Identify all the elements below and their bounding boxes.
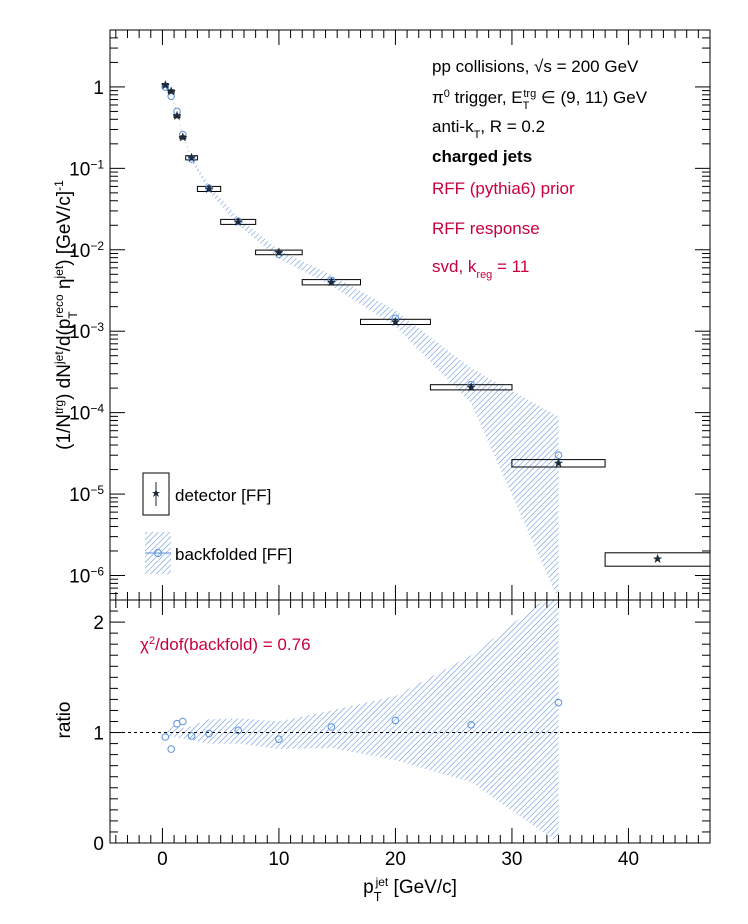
ratio-point-3 bbox=[179, 717, 187, 726]
chi2-annotation: χ2/dof(backfold) = 0.76 bbox=[140, 635, 311, 654]
y-tick-label-exp: −5 bbox=[90, 483, 104, 497]
ratio-uncertainty-band bbox=[165, 600, 559, 843]
legend-backfolded-label: backfolded [FF] bbox=[175, 545, 292, 564]
ratio-point-7 bbox=[275, 735, 283, 744]
ratio-points bbox=[161, 698, 563, 753]
detector-point-0 bbox=[160, 79, 171, 90]
detector-point-10 bbox=[466, 381, 477, 392]
y-tick-label-6: 10−6 bbox=[69, 564, 104, 587]
y-tick-label-1: 10−1 bbox=[69, 157, 104, 180]
spectrum-panel: 110−110−210−310−410−510−6 bbox=[69, 29, 711, 601]
detector-point-1 bbox=[166, 86, 177, 96]
ratio-point-6 bbox=[234, 726, 242, 735]
spectrum-axes: 110−110−210−310−410−510−6 bbox=[69, 29, 711, 601]
detector-point-2 bbox=[172, 110, 182, 121]
spectrum-frame bbox=[109, 29, 711, 601]
ratio-point-4 bbox=[187, 732, 196, 740]
x-axis-title: pTjet [GeV/c] bbox=[363, 875, 457, 904]
detector-point-7 bbox=[274, 247, 284, 257]
y-tick-label-base: 10 bbox=[69, 241, 90, 262]
y-tick-label-base: 10 bbox=[69, 485, 90, 506]
legend-backfolded-marker bbox=[154, 549, 162, 557]
ratio-point-1 bbox=[167, 745, 175, 753]
ratio-point-0 bbox=[161, 733, 170, 741]
ratio-band-area bbox=[165, 600, 559, 843]
ratio-point-8 bbox=[327, 723, 336, 731]
legend-detector-box bbox=[142, 472, 170, 516]
ratio-point-5 bbox=[205, 729, 213, 738]
y-tick-label-base: 10 bbox=[69, 322, 90, 343]
detector-point-5 bbox=[204, 183, 214, 194]
ratio-y-tick-label-1: 1 bbox=[93, 724, 104, 745]
annotation-algorithm: anti-kT, R = 0.2 bbox=[432, 117, 545, 141]
detector-point-6 bbox=[233, 216, 243, 227]
annotation-jet-type: charged jets bbox=[432, 147, 532, 166]
y-tick-label-exp: −4 bbox=[90, 402, 104, 416]
x-tick-label-2: 20 bbox=[385, 849, 406, 870]
ratio-point-9 bbox=[391, 716, 400, 725]
ratio-axis-title: ratio bbox=[54, 702, 75, 739]
y-tick-label-0: 1 bbox=[93, 78, 104, 99]
annotation-trigger: π0 trigger, ETtrg ∈ (9, 11) GeV bbox=[432, 88, 648, 112]
y-tick-label-base: 10 bbox=[69, 566, 90, 587]
ratio-point-10 bbox=[467, 721, 476, 729]
detector-point-4 bbox=[186, 152, 197, 162]
annotation-unfolding: svd, kreg = 11 bbox=[432, 257, 529, 281]
detector-point-3 bbox=[177, 132, 188, 142]
detector-point-9 bbox=[390, 316, 401, 327]
y-tick-label-4: 10−4 bbox=[69, 402, 104, 425]
annotation-collisions: pp collisions, √s = 200 GeV bbox=[432, 57, 639, 76]
annotation-response: RFF response bbox=[432, 219, 540, 238]
x-tick-label-3: 30 bbox=[501, 849, 522, 870]
detector-point-8 bbox=[326, 276, 337, 287]
detector-point-11 bbox=[553, 457, 564, 468]
y-tick-label-base: 10 bbox=[69, 404, 90, 425]
y-tick-label-5: 10−5 bbox=[69, 483, 104, 506]
detector-point-12 bbox=[652, 553, 663, 564]
annotation-block: pp collisions, √s = 200 GeV π0 trigger, … bbox=[432, 57, 648, 281]
spectrum-points bbox=[160, 79, 663, 564]
y-tick-label-3: 10−3 bbox=[69, 320, 104, 343]
x-tick-label-1: 10 bbox=[268, 849, 289, 870]
x-tick-label-4: 40 bbox=[618, 849, 639, 870]
legend-detector-label: detector [FF] bbox=[175, 486, 271, 505]
y-tick-label-exp: −1 bbox=[90, 157, 104, 171]
x-tick-label-0: 0 bbox=[157, 849, 168, 870]
ratio-y-tick-label-0: 0 bbox=[93, 834, 104, 855]
y-tick-label-exp: −6 bbox=[90, 564, 104, 578]
ratio-y-tick-label-2: 2 bbox=[93, 613, 104, 634]
annotation-prior: RFF (pythia6) prior bbox=[432, 179, 575, 198]
y-tick-label-base: 10 bbox=[69, 159, 90, 180]
legend: detector [FF] backfolded [FF] bbox=[142, 472, 292, 574]
legend-detector-marker bbox=[152, 489, 160, 497]
y-tick-label-2: 10−2 bbox=[69, 239, 104, 262]
y-tick-label-exp: −2 bbox=[90, 239, 104, 253]
y-tick-label-exp: −3 bbox=[90, 320, 104, 334]
ratio-point-11 bbox=[554, 698, 563, 707]
